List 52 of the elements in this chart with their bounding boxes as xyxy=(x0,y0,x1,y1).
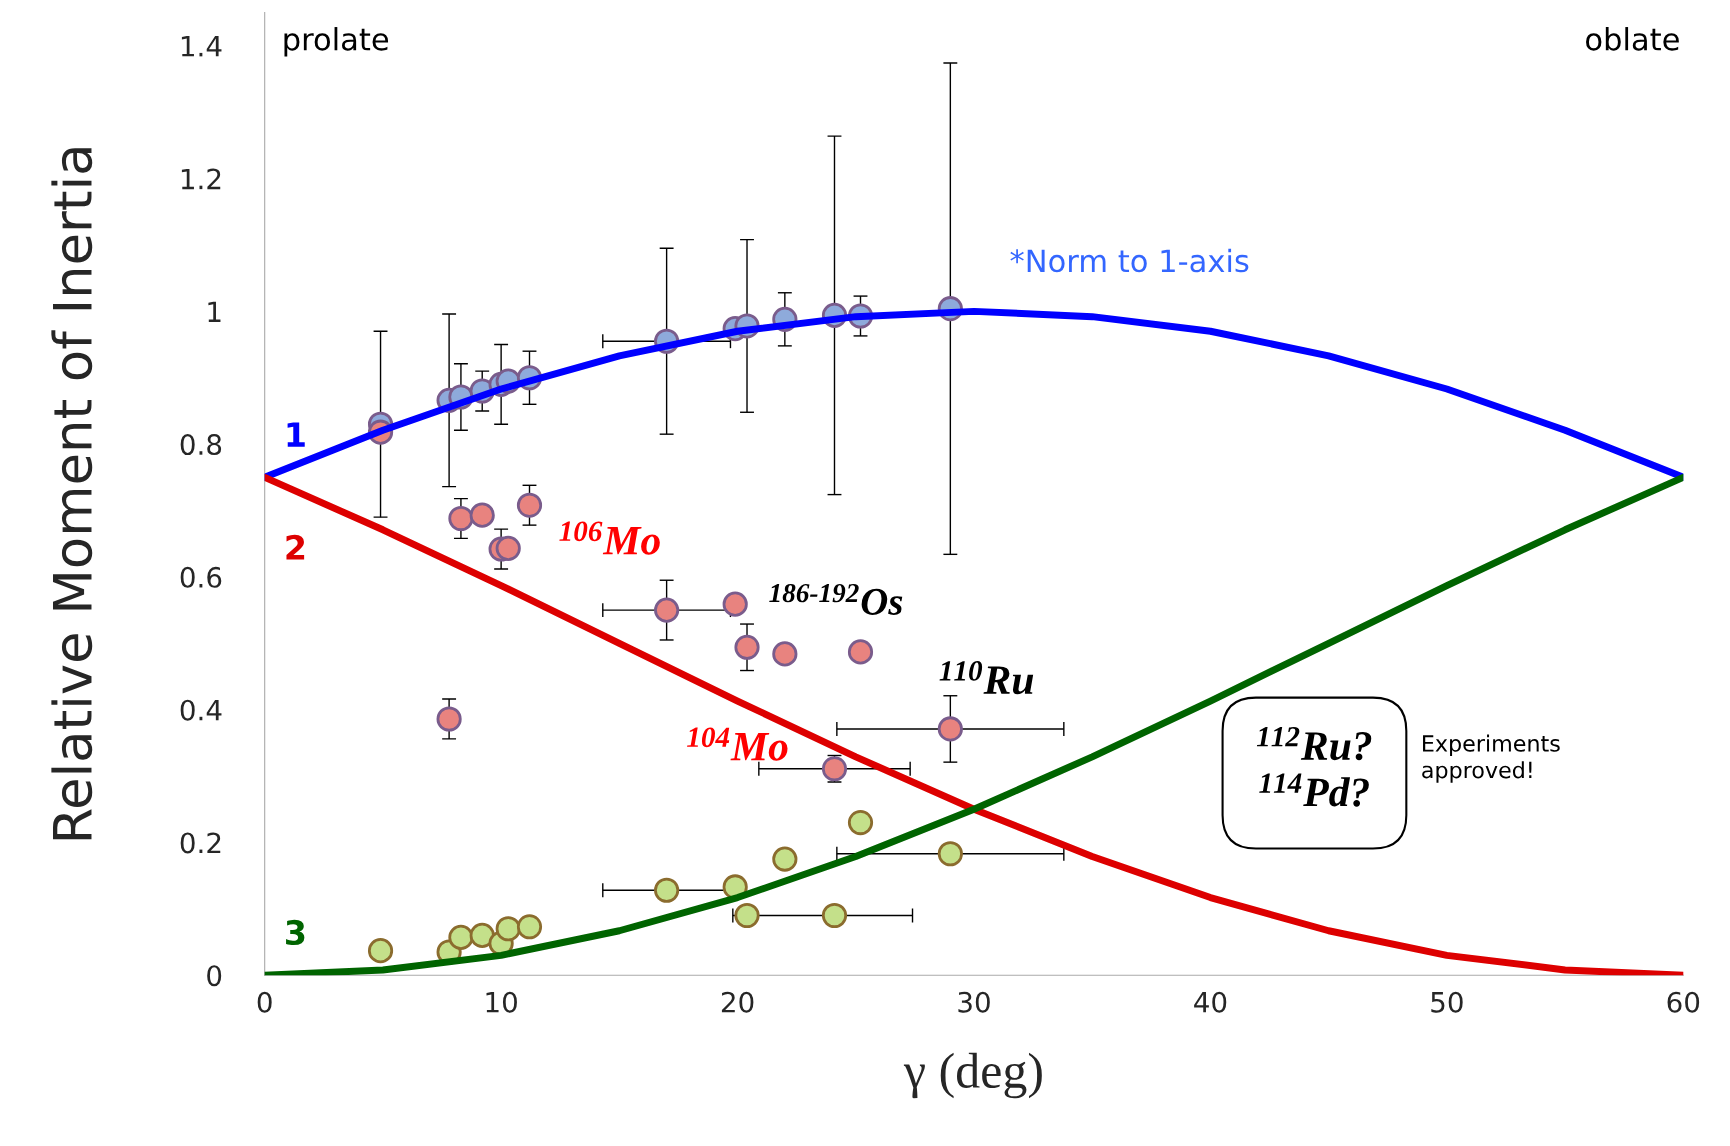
point xyxy=(495,535,521,561)
y-tick-label: 0 xyxy=(207,965,222,987)
annotation: *Norm to 1-axis xyxy=(1010,248,1249,273)
point xyxy=(448,505,474,532)
annotation: $^{186‐192}$Os xyxy=(769,583,903,615)
y-axis-title: Relative Moment of Inertia xyxy=(51,148,93,840)
point xyxy=(821,756,848,782)
annotation: $^{112}$Ru? $^{114}$Pd? xyxy=(1256,726,1372,807)
series-label: 3 xyxy=(286,919,305,946)
point xyxy=(448,924,474,950)
series-label: 1 xyxy=(287,422,305,447)
point xyxy=(847,639,874,665)
x-tick-label: 40 xyxy=(1194,991,1227,1013)
y-tick-label: 0.8 xyxy=(180,434,222,456)
x-tick-label: 0 xyxy=(257,991,272,1013)
y-tick-label: 1 xyxy=(208,301,221,322)
annotation: $^{106}$Mo xyxy=(559,521,660,555)
x-tick-label: 30 xyxy=(958,991,990,1013)
point xyxy=(469,922,495,948)
point xyxy=(654,877,680,903)
point xyxy=(469,502,495,528)
point xyxy=(722,591,748,617)
point xyxy=(436,706,462,732)
point xyxy=(821,902,848,929)
x-tick-label: 20 xyxy=(721,991,754,1013)
point xyxy=(734,634,760,660)
annotation: prolate xyxy=(284,27,389,57)
y-tick-label: 0.2 xyxy=(180,832,221,854)
point xyxy=(937,841,963,867)
annotation: $^{110}$Ru xyxy=(939,661,1034,695)
point xyxy=(847,809,874,836)
point xyxy=(734,902,760,929)
point xyxy=(772,846,798,872)
point xyxy=(495,916,521,942)
series-label: 2 xyxy=(286,534,305,560)
y-tick-label: 1.4 xyxy=(181,36,222,57)
y-tick-label: 0.6 xyxy=(180,566,222,588)
x-tick-label: 10 xyxy=(486,991,517,1013)
point xyxy=(654,597,680,623)
annotation: $^{104}$Mo xyxy=(687,727,788,761)
y-tick-label: 1.2 xyxy=(181,168,221,190)
point xyxy=(937,716,963,742)
point xyxy=(367,938,394,964)
annotation: oblate xyxy=(1586,27,1679,51)
annotation: Experiments approved! xyxy=(1422,734,1560,783)
y-tick-label: 0.4 xyxy=(180,699,222,721)
x-axis-title: γ (deg) xyxy=(903,1052,1042,1099)
point xyxy=(516,492,543,518)
point xyxy=(516,914,543,940)
x-tick-label: 60 xyxy=(1667,991,1700,1013)
point xyxy=(772,641,798,667)
x-tick-label: 50 xyxy=(1431,991,1463,1013)
